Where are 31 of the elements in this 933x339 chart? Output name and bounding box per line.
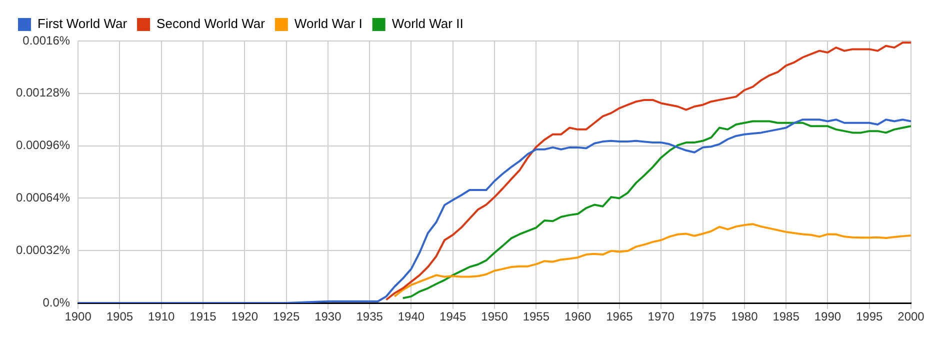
x-tick-label: 1900 [64, 309, 92, 324]
x-tick-label: 1995 [856, 309, 884, 324]
legend-label: First World War [38, 16, 128, 32]
y-tick-label: 0.00128% [16, 86, 70, 100]
x-tick-label: 1925 [272, 309, 300, 324]
x-tick-label: 1920 [231, 309, 258, 324]
y-tick-label: 0.00096% [16, 138, 70, 152]
y-tick-label: 0.00064% [16, 190, 70, 205]
x-tick-label: 1960 [564, 309, 592, 324]
x-tick-label: 1950 [481, 309, 508, 324]
legend-label: World War I [294, 16, 362, 32]
y-tick-label: 0.0016% [22, 33, 70, 48]
x-tick-label: 1905 [106, 309, 134, 324]
x-tick-label: 1975 [689, 309, 716, 324]
x-tick-label: 1915 [190, 309, 217, 324]
x-tick-label: 1955 [522, 309, 550, 324]
x-tick-label: 1930 [314, 309, 342, 324]
x-tick-label: 1985 [772, 309, 800, 324]
x-tick-label: 1990 [814, 309, 842, 324]
x-tick-label: 1910 [148, 309, 176, 324]
y-tick-label: 0.0% [42, 295, 70, 310]
x-tick-label: 1980 [731, 309, 758, 324]
legend-label: World War II [392, 16, 464, 32]
x-tick-label: 1970 [648, 309, 675, 324]
x-tick-label: 1965 [606, 309, 634, 324]
x-tick-label: 1935 [356, 309, 384, 324]
x-tick-label: 2000 [898, 309, 925, 324]
x-tick-label: 1945 [440, 309, 467, 324]
legend-label: Second World War [156, 16, 266, 32]
y-tick-label: 0.00032% [16, 242, 70, 257]
x-tick-label: 1940 [398, 309, 425, 324]
